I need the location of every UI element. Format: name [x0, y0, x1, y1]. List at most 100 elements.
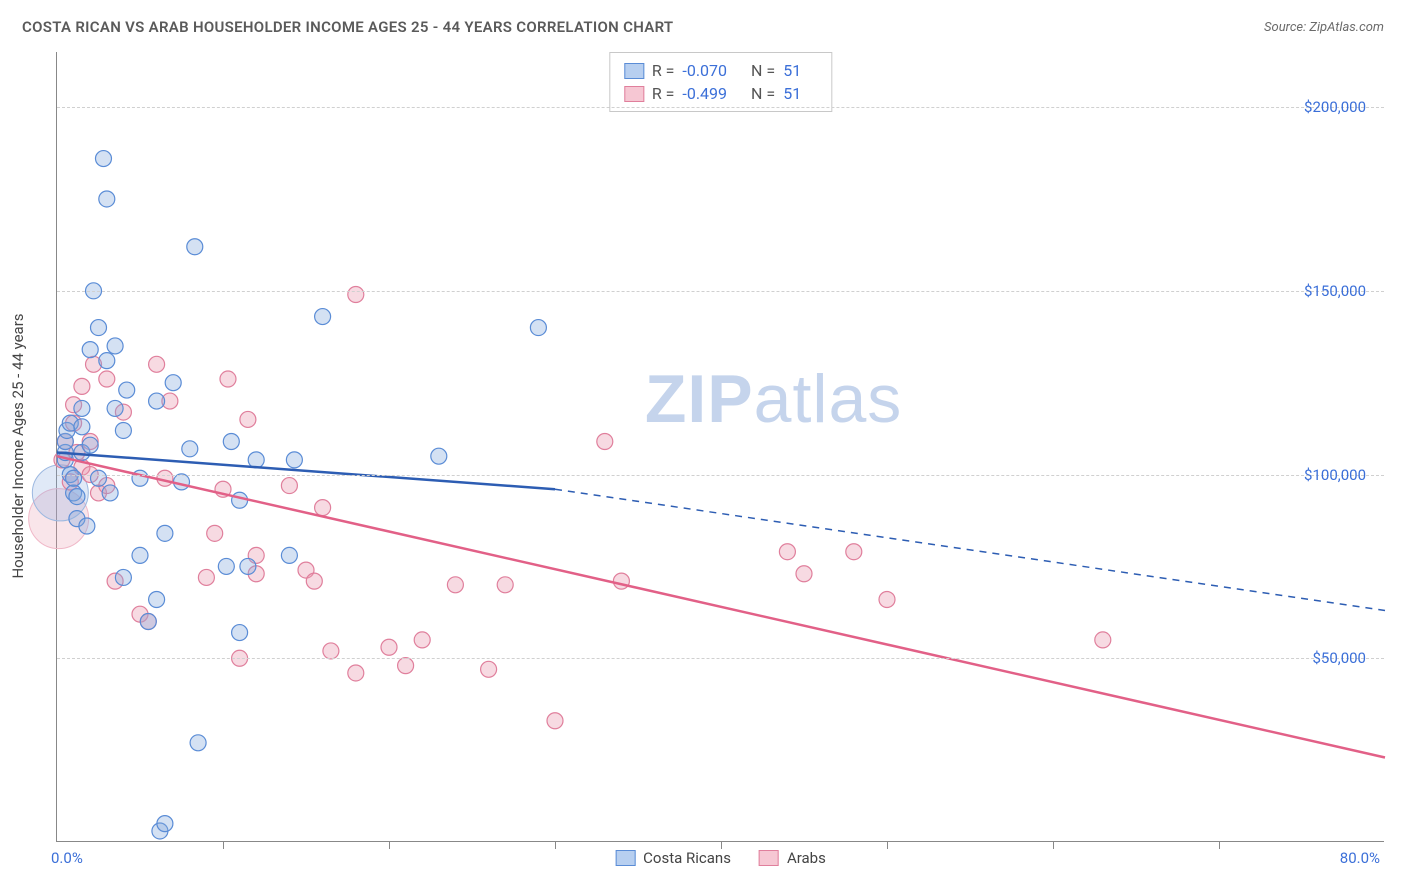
correlation-row: R =-0.499N =51 — [624, 82, 817, 105]
data-point — [115, 569, 131, 585]
data-point — [398, 658, 414, 674]
data-point — [165, 375, 181, 391]
data-point — [530, 320, 546, 336]
data-point — [182, 441, 198, 457]
chart-title: COSTA RICAN VS ARAB HOUSEHOLDER INCOME A… — [22, 18, 673, 36]
data-point — [414, 632, 430, 648]
n-label: N = — [751, 84, 775, 103]
x-tick — [721, 841, 722, 849]
trend-line — [57, 456, 1385, 757]
data-point — [381, 639, 397, 655]
data-point — [481, 661, 497, 677]
correlation-row: R = -0.070 N = 51 — [624, 59, 817, 82]
legend-item: Arabs — [759, 849, 826, 867]
data-point — [115, 422, 131, 438]
y-tick-label: $150,000 — [1304, 282, 1366, 300]
r-label: R = — [652, 61, 675, 80]
legend-label: Costa Ricans — [643, 849, 731, 867]
swatch-icon — [759, 850, 779, 866]
data-point — [99, 191, 115, 207]
data-point — [306, 573, 322, 589]
plot-area: ZIPatlas R =-0.070N =51R =-0.499N =51 0.… — [56, 52, 1384, 842]
gridline — [57, 107, 1384, 108]
trend-line — [555, 489, 1385, 610]
data-point — [74, 419, 90, 435]
r-label: R = — [652, 84, 675, 103]
data-point — [286, 452, 302, 468]
swatch-icon — [615, 850, 635, 866]
data-point — [315, 309, 331, 325]
gridline — [57, 475, 1384, 476]
data-point — [66, 470, 82, 486]
x-axis-max-label: 80.0% — [1340, 849, 1380, 867]
data-point — [102, 485, 118, 501]
data-point — [218, 558, 234, 574]
data-point — [149, 356, 165, 372]
chart-container: COSTA RICAN VS ARAB HOUSEHOLDER INCOME A… — [0, 0, 1406, 892]
data-point — [348, 665, 364, 681]
data-point — [82, 437, 98, 453]
data-point — [107, 400, 123, 416]
data-point — [82, 342, 98, 358]
data-point — [99, 371, 115, 387]
data-point — [779, 544, 795, 560]
y-tick-label: $200,000 — [1304, 98, 1366, 116]
y-tick-label: $50,000 — [1312, 649, 1366, 667]
n-label: N = — [751, 61, 775, 80]
data-point — [232, 625, 248, 641]
data-point — [281, 547, 297, 563]
data-point — [846, 544, 862, 560]
header: COSTA RICAN VS ARAB HOUSEHOLDER INCOME A… — [22, 18, 1384, 36]
trend-line — [57, 453, 555, 490]
n-value: 51 — [783, 61, 801, 80]
data-point — [232, 492, 248, 508]
data-point — [99, 353, 115, 369]
data-point — [149, 591, 165, 607]
data-point — [879, 591, 895, 607]
data-point — [140, 614, 156, 630]
data-point — [796, 566, 812, 582]
data-point — [74, 378, 90, 394]
gridline — [57, 658, 1384, 659]
data-point — [91, 320, 107, 336]
data-point — [447, 577, 463, 593]
x-tick — [1053, 841, 1054, 849]
data-point — [1095, 632, 1111, 648]
data-point — [91, 470, 107, 486]
data-point — [69, 489, 85, 505]
data-point — [223, 433, 239, 449]
data-point — [149, 393, 165, 409]
x-tick — [555, 841, 556, 849]
correlation-box: R = -0.070 N = 51 R =-0.499N =51 — [609, 52, 832, 112]
data-point — [248, 452, 264, 468]
y-tick-label: $100,000 — [1304, 466, 1366, 484]
data-point — [207, 525, 223, 541]
data-point — [315, 500, 331, 516]
data-point — [323, 643, 339, 659]
data-point — [132, 547, 148, 563]
data-point — [119, 382, 135, 398]
data-point — [157, 816, 173, 832]
data-point — [95, 151, 111, 167]
x-tick — [223, 841, 224, 849]
x-tick — [887, 841, 888, 849]
data-point — [107, 338, 123, 354]
y-axis-title: Householder Income Ages 25 - 44 years — [9, 313, 27, 578]
data-point — [281, 478, 297, 494]
scatter-svg — [57, 52, 1384, 841]
legend: Costa Ricans Arabs — [615, 849, 826, 867]
data-point — [497, 577, 513, 593]
data-point — [348, 287, 364, 303]
x-tick — [389, 841, 390, 849]
gridline — [57, 291, 1384, 292]
data-point — [190, 735, 206, 751]
r-value: -0.070 — [682, 61, 727, 80]
data-point — [547, 713, 563, 729]
source-label: Source: ZipAtlas.com — [1264, 20, 1384, 35]
data-point — [220, 371, 236, 387]
data-point — [187, 239, 203, 255]
data-point — [240, 558, 256, 574]
swatch-icon — [624, 63, 644, 79]
x-tick — [1219, 841, 1220, 849]
data-point — [431, 448, 447, 464]
